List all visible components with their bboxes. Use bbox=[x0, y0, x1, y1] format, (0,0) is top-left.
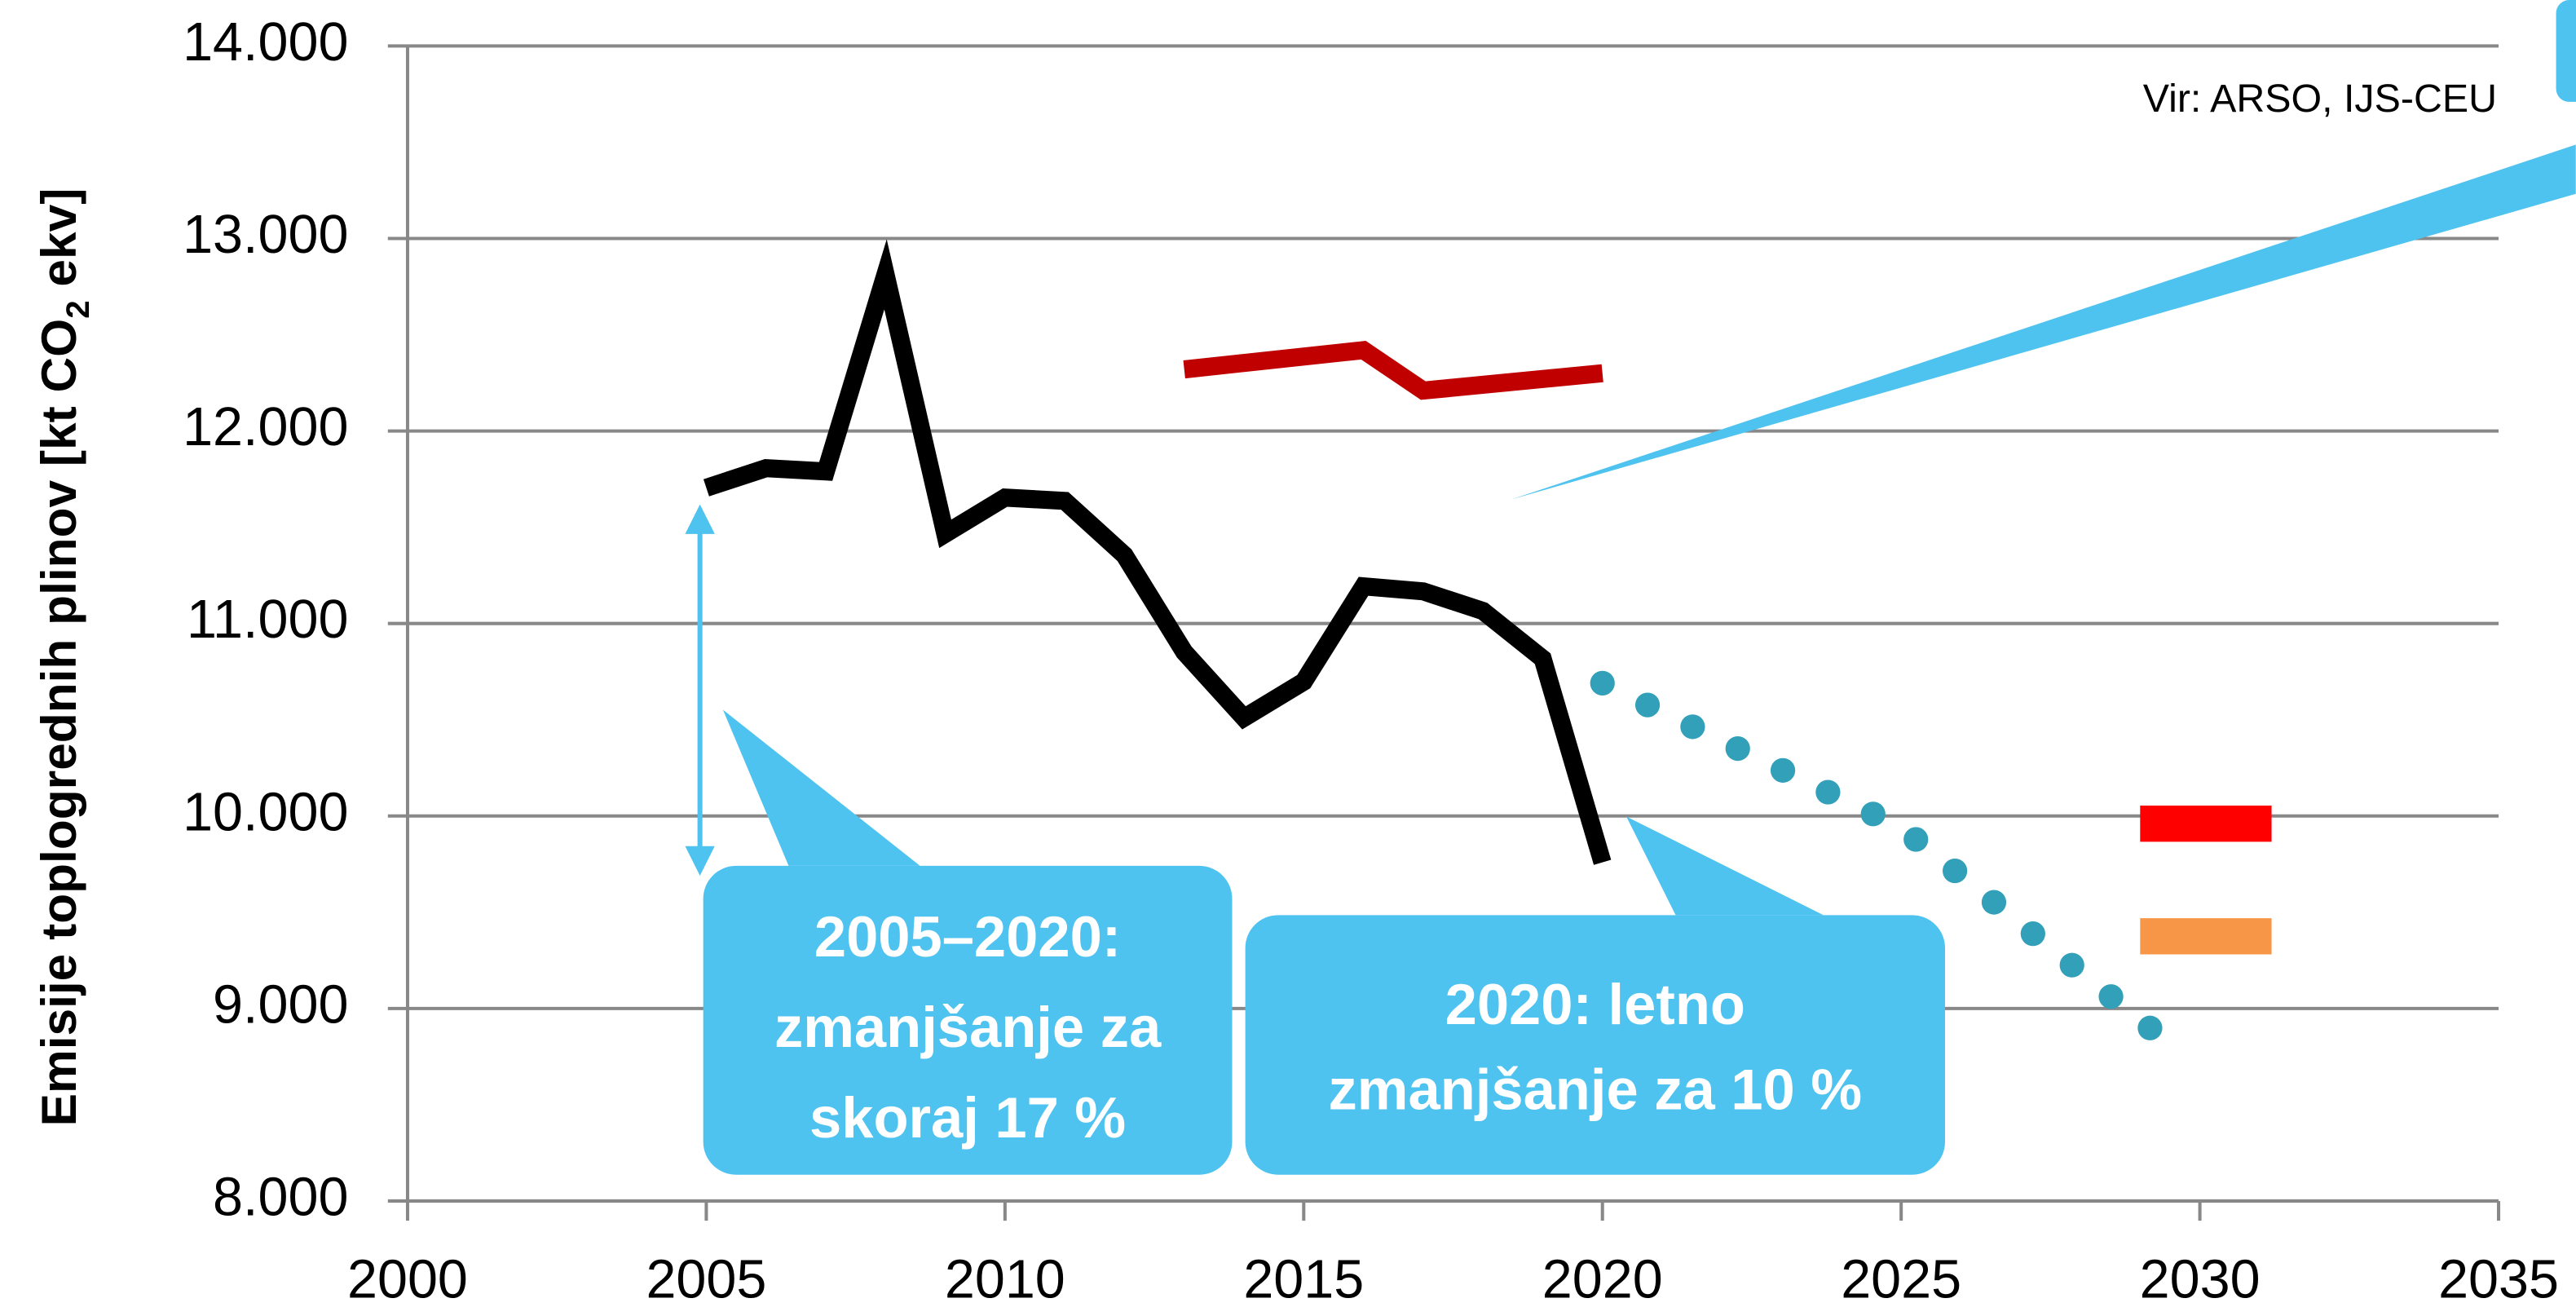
projection-line bbox=[1590, 670, 2177, 1052]
callout-box bbox=[703, 865, 1233, 1175]
y-tick-label: 12.000 bbox=[183, 397, 348, 457]
callout-text: 2020: letno bbox=[1445, 972, 1745, 1036]
x-tick-label: 2000 bbox=[347, 1249, 468, 1309]
x-tick-label: 2035 bbox=[2438, 1249, 2559, 1309]
callout-text: zmanjšanje za 10 % bbox=[1329, 1058, 1863, 1122]
decor-box bbox=[2556, 0, 2576, 102]
y-tick-label: 10.000 bbox=[183, 782, 348, 842]
decor-wedge bbox=[1511, 144, 2576, 500]
source-note: Vir: ARSO, IJS-CEU bbox=[2143, 77, 2497, 121]
x-tick-label: 2015 bbox=[1243, 1249, 1364, 1309]
y-tick-label: 14.000 bbox=[183, 12, 348, 73]
x-tick-label: 2010 bbox=[945, 1249, 1065, 1309]
callout-tail bbox=[1626, 816, 1824, 916]
x-tick-label: 2020 bbox=[1542, 1249, 1663, 1309]
y-axis-label: Emisije toplogrednih plinov [kt CO2 ekv] bbox=[31, 188, 96, 1127]
series-line bbox=[1183, 340, 1603, 400]
callout-box bbox=[1245, 915, 1945, 1175]
y-tick-label: 13.000 bbox=[183, 205, 348, 265]
series-line bbox=[703, 239, 1612, 865]
y-tick-label: 11.000 bbox=[187, 590, 348, 650]
x-tick-label: 2025 bbox=[1841, 1249, 1961, 1309]
y-label-part: ekv] bbox=[31, 188, 86, 301]
callout-text: zmanjšanje za bbox=[774, 995, 1162, 1059]
y-tick-label: 9.000 bbox=[213, 974, 348, 1035]
callout-tail bbox=[722, 709, 920, 866]
x-tick-label: 2030 bbox=[2140, 1249, 2261, 1309]
x-tick-label: 2005 bbox=[646, 1249, 766, 1309]
y-label-part: Emisije toplogrednih plinov [kt CO bbox=[31, 319, 86, 1127]
y-tick-label: 8.000 bbox=[213, 1168, 348, 1228]
callout-text: 2005–2020: bbox=[814, 904, 1121, 969]
y-label-sub: 2 bbox=[60, 300, 96, 318]
callout-text: skoraj 17 % bbox=[809, 1085, 1126, 1150]
